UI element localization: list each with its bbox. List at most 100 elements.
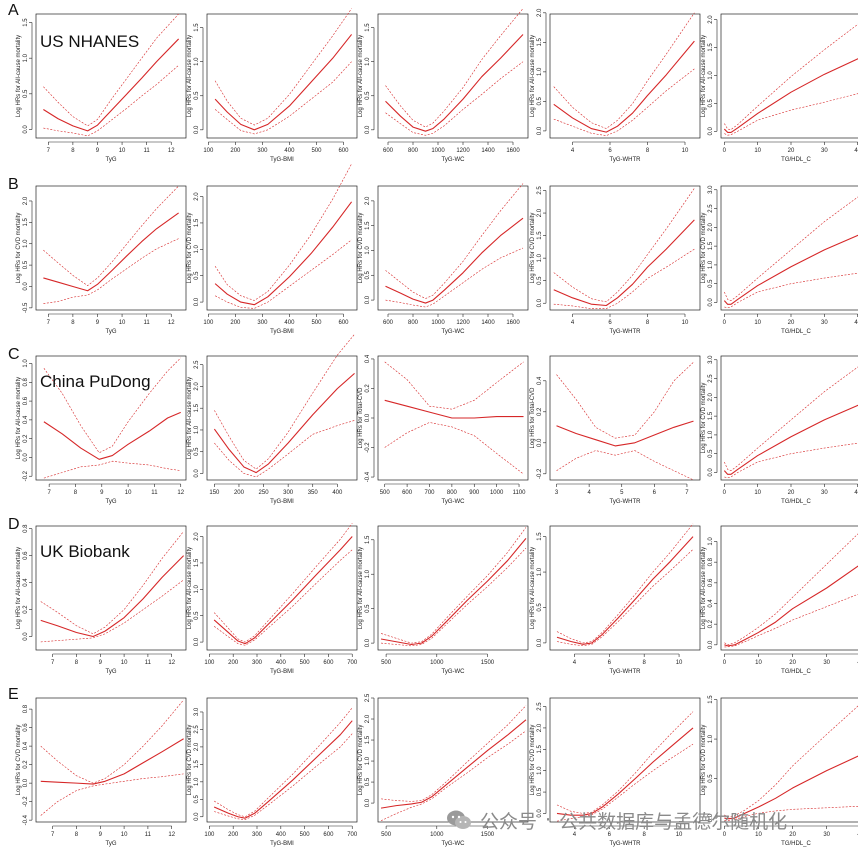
x-tick-label: 9 bbox=[96, 148, 100, 154]
x-tick-label: 200 bbox=[234, 490, 245, 496]
cohort-label-uk-biobank: UK Biobank bbox=[40, 542, 130, 561]
y-tick-label: 2.0 bbox=[194, 742, 200, 751]
x-tick-label: 11 bbox=[144, 320, 151, 326]
x-tick-label: 8 bbox=[646, 320, 650, 326]
y-tick-label: 1.5 bbox=[23, 18, 29, 27]
ci-upper-line bbox=[43, 13, 179, 127]
y-axis-label: Log HRs for All-cause mortality bbox=[530, 35, 536, 117]
y-axis-label: Log HRs for All-cause mortality bbox=[16, 547, 22, 629]
y-tick-label: 1.5 bbox=[708, 43, 714, 52]
y-tick-label: -0.4 bbox=[23, 814, 29, 825]
y-tick-label: 3.0 bbox=[708, 185, 714, 194]
chart-svg-3: 600 800 1000 1200 1400 1600 TyG-WC 0.0 0.5 1.0 1.5… bbox=[358, 8, 529, 163]
chart-panel-7: 100 200 300 400 500 600 TyG-BMI 0.0 0.5 1.0 1.5 2.0… bbox=[187, 163, 363, 340]
y-tick-label: 0.0 bbox=[194, 125, 200, 134]
x-axis-label: TyG-WHTR bbox=[610, 157, 642, 163]
y-tick-label: 0.0 bbox=[365, 413, 371, 422]
x-tick-label: 10 bbox=[682, 320, 689, 326]
y-tick-label: 1.0 bbox=[194, 244, 200, 253]
hr-curve-line bbox=[43, 411, 181, 460]
plot-frame bbox=[549, 13, 701, 139]
hr-curve-line bbox=[40, 738, 184, 785]
y-tick-label: 2.5 bbox=[708, 204, 714, 213]
x-tick-label: 1500 bbox=[481, 660, 495, 666]
row-letter-e: E bbox=[8, 686, 19, 703]
x-axis-label: TyG-WHTR bbox=[610, 329, 642, 335]
x-tick-label: 500 bbox=[311, 320, 322, 326]
y-tick-label: 0.5 bbox=[537, 97, 543, 106]
y-tick-label: 0.0 bbox=[194, 297, 200, 306]
y-tick-label: 0.5 bbox=[194, 91, 200, 100]
ci-lower-line bbox=[43, 460, 181, 479]
x-axis-label: TyG-BMI bbox=[270, 499, 294, 505]
y-axis-label: Log HRs for Total-CVD bbox=[530, 387, 536, 449]
chart-panel-2: 100 200 300 400 500 600 TyG-BMI 0.0 0.5 1.0 1.5 Log… bbox=[187, 8, 363, 168]
ci-upper-line bbox=[556, 523, 694, 644]
x-tick-label: 8 bbox=[71, 148, 75, 154]
x-tick-label: 700 bbox=[347, 660, 358, 666]
ci-lower-line bbox=[380, 730, 527, 822]
x-axis-label: TG/HDL_C bbox=[781, 329, 811, 335]
ci-upper-line bbox=[724, 533, 858, 646]
x-axis-label: TyG bbox=[105, 669, 116, 675]
y-tick-label: 1.0 bbox=[537, 253, 543, 262]
hr-curve-line bbox=[723, 58, 858, 133]
y-tick-label: 0.5 bbox=[194, 794, 200, 803]
x-tick-label: 500 bbox=[380, 490, 391, 496]
chart-svg-13: 500 600 700 800 900 1000 1100 TyG-WC -0.4 -0.2 0.0… bbox=[358, 354, 529, 505]
x-tick-label: 30 bbox=[823, 832, 830, 838]
chart-panel-11: 7 8 9 10 11 12 TyG -0.2 0.0 0.2 0.4 0.6 0.8 1.0 Log HR… bbox=[16, 350, 192, 510]
ci-upper-line bbox=[214, 334, 355, 470]
x-tick-label: 10 bbox=[755, 832, 762, 838]
x-tick-label: 4 bbox=[573, 660, 577, 666]
x-tick-label: 500 bbox=[300, 660, 311, 666]
x-tick-label: 0 bbox=[723, 320, 727, 326]
x-tick-label: 10 bbox=[125, 490, 132, 496]
x-tick-label: 1400 bbox=[481, 148, 495, 154]
y-axis-label: Log HRs for CVD mortality bbox=[701, 383, 707, 454]
y-tick-label: 0.5 bbox=[365, 604, 371, 613]
x-tick-label: 9 bbox=[96, 320, 100, 326]
x-tick-label: 7 bbox=[685, 490, 689, 496]
x-tick-label: 400 bbox=[332, 490, 343, 496]
y-tick-label: 0.0 bbox=[537, 126, 543, 135]
hr-curve-line bbox=[213, 536, 353, 645]
x-tick-label: 700 bbox=[424, 490, 435, 496]
x-tick-label: 800 bbox=[408, 148, 419, 154]
y-tick-label: 1.0 bbox=[537, 67, 543, 76]
y-axis-label: Log HRs for CVD mortality bbox=[530, 725, 536, 796]
y-tick-label: 3.0 bbox=[708, 355, 714, 364]
row-letter-a: A bbox=[8, 2, 19, 19]
chart-panel-15: 0 10 20 30 40 TG/HDL_C 0.0 0.5 1.0 1.5 2.0 2.5 3.0 Lo… bbox=[701, 350, 858, 510]
x-tick-label: 30 bbox=[821, 148, 828, 154]
x-axis-label: TyG-WC bbox=[442, 499, 466, 505]
y-tick-label: 1.5 bbox=[708, 411, 714, 420]
plot-frame bbox=[549, 697, 701, 823]
y-axis-label: Log HRs for CVD mortality bbox=[701, 213, 707, 284]
x-tick-label: 30 bbox=[821, 320, 828, 326]
y-tick-label: 2.5 bbox=[194, 360, 200, 369]
chart-svg-7: 100 200 300 400 500 600 TyG-BMI 0.0 0.5 1.0 1.5 2.0… bbox=[187, 163, 358, 335]
ci-lower-line bbox=[384, 422, 524, 475]
plot-frame bbox=[720, 185, 858, 311]
x-tick-label: 700 bbox=[347, 832, 358, 838]
hr-curve-line bbox=[553, 40, 695, 133]
y-tick-label: 0.5 bbox=[194, 611, 200, 620]
plot-frame bbox=[206, 697, 358, 823]
x-axis-label: TyG-BMI bbox=[270, 329, 294, 335]
hr-curve-line bbox=[43, 212, 179, 292]
x-tick-label: 600 bbox=[323, 832, 334, 838]
x-tick-label: 20 bbox=[789, 660, 796, 666]
chart-svg-5: 0 10 20 30 40 TG/HDL_C 0.0 0.5 1.0 1.5 2.0 Log HRs … bbox=[701, 13, 858, 163]
chart-svg-15: 0 10 20 30 40 TG/HDL_C 0.0 0.5 1.0 1.5 2.0 2.5 3.0 Lo… bbox=[701, 355, 858, 505]
y-tick-label: 3.0 bbox=[194, 707, 200, 716]
x-axis-label: TyG-WC bbox=[442, 669, 466, 675]
ci-lower-line bbox=[553, 68, 695, 136]
plot-frame bbox=[549, 525, 701, 651]
y-axis-label: Log HRs for CVD mortality bbox=[187, 725, 193, 796]
x-tick-label: 300 bbox=[252, 832, 263, 838]
y-tick-label: 0.5 bbox=[708, 774, 714, 783]
x-tick-label: 9 bbox=[100, 490, 104, 496]
x-tick-label: 3 bbox=[555, 490, 559, 496]
